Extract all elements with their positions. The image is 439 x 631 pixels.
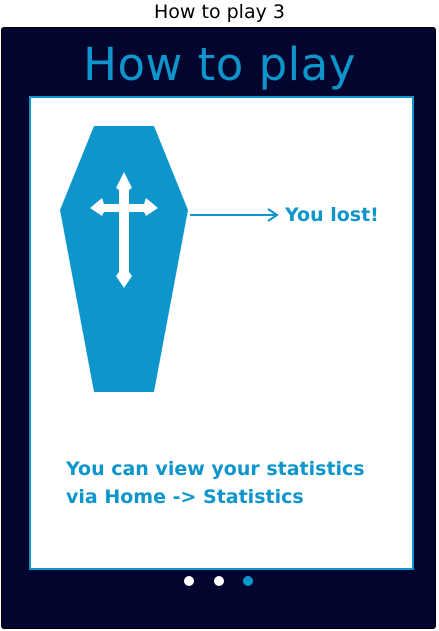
result-label: You lost! <box>285 204 379 226</box>
page-indicator <box>0 576 439 588</box>
page-dot-3-active[interactable] <box>243 576 253 586</box>
cross-shape <box>90 172 158 288</box>
screen-caption: How to play 3 <box>154 1 285 23</box>
statistics-hint-line-2: via Home -> Statistics <box>66 486 304 508</box>
coffin-with-cross-icon <box>60 126 188 392</box>
statistics-hint: You can view your statistics via Home ->… <box>66 455 406 511</box>
statistics-hint-line-1: You can view your statistics <box>66 458 365 480</box>
page-dot-2[interactable] <box>214 576 224 586</box>
arrow-right-icon <box>190 208 279 222</box>
page-title: How to play <box>83 38 356 91</box>
page-dot-1[interactable] <box>184 576 194 586</box>
